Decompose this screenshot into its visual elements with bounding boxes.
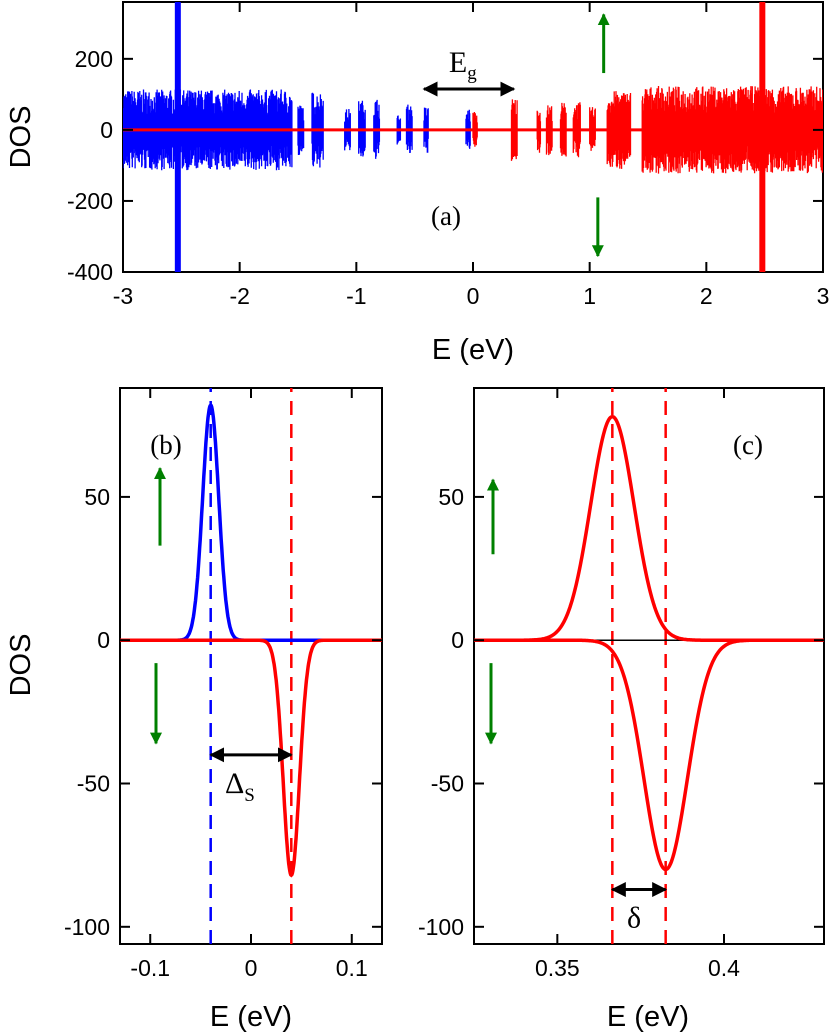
panel-c-xtick-label: 0.4 bbox=[708, 955, 740, 981]
panel-c-ytick-label: -50 bbox=[431, 771, 464, 797]
panel-a-label: (a) bbox=[431, 201, 461, 231]
delta-label: δ bbox=[627, 902, 641, 935]
panel-b-xtick-label: -0.1 bbox=[130, 955, 170, 981]
panel-c-dos-curve bbox=[474, 414, 824, 642]
panel-a-ytick-label: 0 bbox=[100, 117, 113, 143]
panel-a-ticks: -3 -2 -1 0 1 2 3 -400 -200 0 200 bbox=[67, 2, 829, 309]
energy-gap-symbol: E bbox=[449, 46, 467, 79]
panel-a-series bbox=[123, 2, 823, 272]
panel-c-ticks: 0.35 0.4 -100 -50 0 50 bbox=[418, 388, 824, 981]
panel-a-xtick-label: 3 bbox=[817, 283, 830, 309]
panel-c-ytick-label: 0 bbox=[451, 627, 464, 653]
panel-b-ytick-label: -100 bbox=[64, 914, 110, 940]
panel-c-dos-curve bbox=[474, 638, 824, 872]
panel-b-xlabel: E (eV) bbox=[210, 1001, 292, 1032]
panel-a-xtick-label: 0 bbox=[467, 283, 480, 309]
panel-b-ytick-label: 50 bbox=[84, 484, 110, 510]
panel-c-series bbox=[474, 388, 824, 944]
panel-a-ytick-label: -400 bbox=[67, 259, 113, 285]
panel-b-series bbox=[120, 388, 382, 944]
panel-a-xtick-label: -3 bbox=[113, 283, 133, 309]
panel-a-xtick-label: -1 bbox=[346, 283, 366, 309]
panel-b-ytick-label: -50 bbox=[77, 771, 110, 797]
panel-b-ylabel: DOS bbox=[5, 634, 37, 697]
energy-gap-label: Eg bbox=[449, 46, 477, 84]
delta-s-subscript: S bbox=[244, 785, 255, 806]
panel-b-dos-curve bbox=[120, 638, 382, 878]
panel-c-xtick-label: 0.35 bbox=[535, 955, 580, 981]
panel-c-frame bbox=[473, 387, 825, 945]
panel-a-xtick-label: 1 bbox=[583, 283, 596, 309]
panel-a-ytick-label: 200 bbox=[75, 46, 113, 72]
panel-c-label: (c) bbox=[733, 430, 763, 460]
panel-a-ylabel: DOS bbox=[5, 106, 37, 169]
delta-s-symbol: Δ bbox=[225, 767, 244, 800]
panel-b: -0.1 0 0.1 -100 -50 0 50 E (eV) DOS (b) ΔS bbox=[5, 387, 383, 1032]
panel-c-ytick-label: -100 bbox=[418, 914, 464, 940]
panel-a-xtick-label: -2 bbox=[229, 283, 249, 309]
panel-a-xtick-label: 2 bbox=[700, 283, 713, 309]
energy-gap-subscript: g bbox=[467, 63, 477, 84]
panel-a-ytick-label: -200 bbox=[67, 188, 113, 214]
panel-b-xtick-label: 0.1 bbox=[336, 955, 368, 981]
panel-b-label: (b) bbox=[150, 430, 181, 460]
panel-a-xlabel: E (eV) bbox=[432, 334, 514, 366]
delta-s-label: ΔS bbox=[225, 767, 255, 806]
panel-b-xtick-label: 0 bbox=[245, 955, 258, 981]
panel-c: 0.35 0.4 -100 -50 0 50 E (eV) (c) δ bbox=[418, 387, 825, 1032]
panel-c-xlabel: E (eV) bbox=[607, 1001, 689, 1032]
panel-b-ticks: -0.1 0 0.1 -100 -50 0 50 bbox=[64, 388, 382, 981]
panel-b-ytick-label: 0 bbox=[97, 627, 110, 653]
panel-c-ytick-label: 50 bbox=[438, 484, 464, 510]
panel-a: -3 -2 -1 0 1 2 3 -400 -200 0 200 E (eV) DOS (a) Eg bbox=[5, 1, 829, 366]
